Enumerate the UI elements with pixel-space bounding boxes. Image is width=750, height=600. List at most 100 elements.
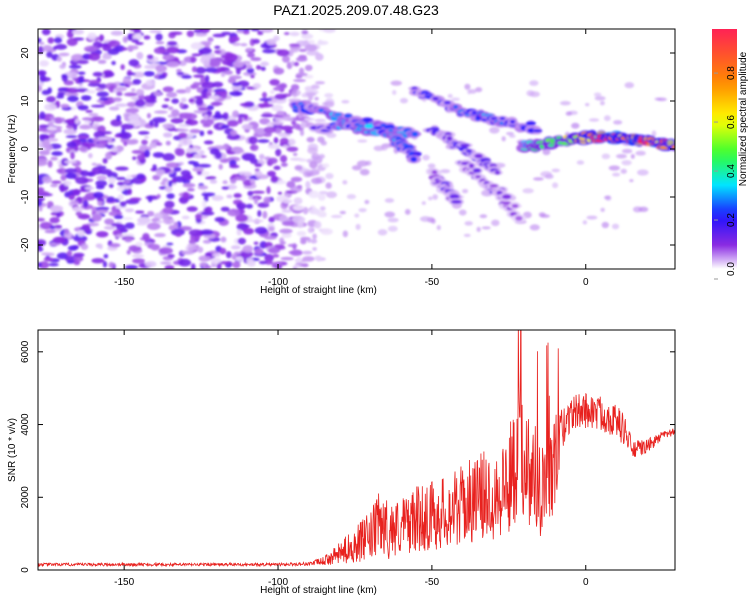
noise-blob [175,233,182,237]
noise-blob [134,99,146,108]
noise-blob [144,135,149,140]
noise-blob [301,33,314,40]
noise-blob [109,106,120,111]
noise-blob [46,96,56,103]
noise-blob [171,109,180,117]
noise-blob [260,61,270,67]
ridge-core [432,96,439,101]
noise-blob [257,210,262,217]
noise-blob [279,241,287,245]
noise-blob [229,164,240,169]
noise-blob [166,242,174,246]
ridge-core [373,126,383,130]
noise-blob [115,86,127,92]
noise-blob [274,93,287,100]
noise-blob [145,260,157,268]
noise-blob [123,217,134,221]
noise-blob [42,139,51,148]
noise-blob [38,191,50,195]
noise-blob [149,142,158,149]
noise-blob [188,238,196,245]
halo-blob [384,211,396,218]
noise-blob [66,30,74,39]
ridge-core [511,204,519,208]
ridge-core [471,110,478,115]
x-tick-label: 0 [583,277,589,288]
noise-blob [254,226,268,235]
noise-blob [302,206,309,215]
noise-blob [259,153,265,160]
noise-blob [67,245,78,251]
noise-blob [185,86,192,94]
noise-blob [314,96,319,101]
noise-blob [178,161,184,166]
noise-blob [214,45,221,50]
noise-blob [197,185,209,190]
noise-blob [259,117,271,125]
noise-blob [204,206,213,213]
noise-blob [270,175,279,183]
noise-blob [253,197,259,205]
noise-blob [257,139,270,143]
noise-blob [192,167,205,172]
noise-blob [200,229,214,236]
halo-blob [387,217,399,223]
noise-blob [162,153,175,162]
noise-blob [104,218,115,225]
noise-blob [300,120,306,129]
noise-blob [38,239,47,247]
noise-blob [232,110,240,118]
ridge-core [465,149,473,153]
noise-blob [199,29,210,34]
noise-blob [232,42,241,47]
noise-blob [275,148,282,157]
noise-blob [250,178,255,183]
noise-blob [98,97,109,101]
noise-blob [154,74,160,78]
noise-blob [187,188,195,192]
halo-blob [355,223,361,231]
ridge-core [547,143,555,147]
halo-blob [404,208,411,215]
noise-blob [79,124,92,130]
noise-blob [170,31,183,36]
halo-blob [447,93,453,99]
noise-blob [281,220,295,226]
noise-blob [261,91,267,99]
halo-blob [458,209,467,216]
noise-blob [131,88,136,93]
noise-blob [293,61,300,67]
noise-blob [279,137,289,146]
noise-blob [305,92,317,97]
noise-blob [79,188,88,193]
noise-blob [243,227,255,235]
halo-blob [303,170,313,178]
noise-blob [233,193,242,198]
noise-blob [266,186,271,195]
noise-blob [102,45,112,52]
noise-blob [221,31,232,36]
noise-blob [227,208,240,217]
noise-blob [307,39,316,44]
halo-blob [318,154,325,159]
noise-blob [111,222,123,227]
snr-series-line [38,330,675,568]
noise-blob [153,47,166,55]
noise-blob [38,46,44,55]
halo-blob [320,140,327,146]
noise-blob [243,114,249,121]
noise-blob [160,261,172,265]
noise-blob [64,160,77,164]
noise-blob [286,146,299,152]
noise-blob [110,30,124,36]
halo-blob [359,168,370,176]
noise-blob [137,216,151,225]
noise-blob [77,104,89,111]
noise-blob [211,195,224,201]
halo-blob [489,126,500,134]
noise-blob [95,179,108,187]
noise-blob [113,215,124,220]
noise-blob [156,220,163,224]
noise-blob [259,97,273,102]
noise-blob [167,106,174,111]
